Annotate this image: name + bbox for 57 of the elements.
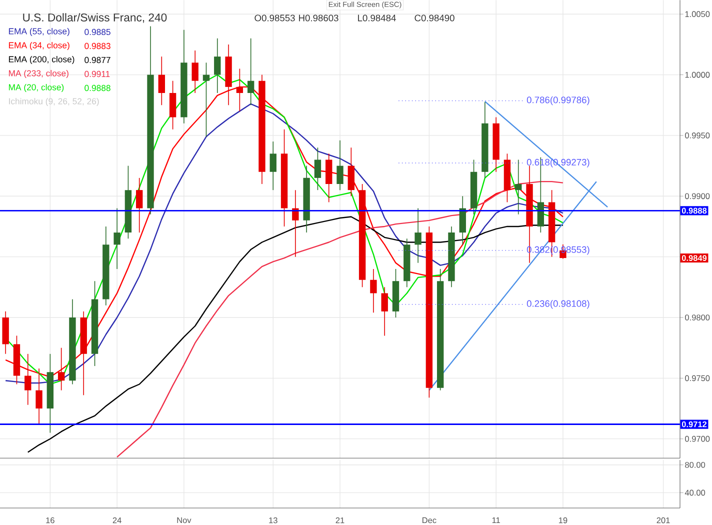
y-tick-label: 0.9900 [685, 193, 710, 200]
text: EMA (200, close) [8, 56, 74, 64]
annotation: 0.9883 [84, 42, 110, 50]
text: MA (233, close) [8, 70, 68, 78]
candlestick [336, 140, 344, 190]
y-tick-label: 1.0050 [685, 11, 710, 18]
x-tick-label: 21 [336, 517, 344, 524]
candlestick [136, 178, 143, 233]
text: MA (20, close) [8, 84, 64, 92]
candlestick [515, 159, 522, 215]
annotation: O0.98553 [254, 14, 295, 22]
annotation: 0.9885 [84, 28, 110, 36]
candlestick [36, 368, 42, 425]
y-tick-label: 40.00 [684, 490, 706, 496]
text: EMA (34, close) [8, 42, 70, 50]
x-tick-label: 11 [492, 517, 500, 524]
candlestick [158, 56, 165, 106]
candlestick [114, 208, 120, 270]
x-tick-label: Dec [422, 517, 436, 524]
annotation: 0.9911 [84, 70, 110, 78]
y-tick-label: 80.00 [685, 462, 706, 468]
candlestick [381, 286, 388, 336]
y-tick-label: 0.9750 [685, 375, 710, 382]
ref-line-label: 0.786(0.99786) [526, 96, 590, 106]
y-tick-label: 1.0000 [685, 72, 710, 78]
ref-line-label: 0.236(0.98108) [526, 300, 590, 309]
y-tick-label: 0.9700 [685, 436, 710, 442]
x-tick-label: 24 [112, 517, 122, 524]
x-tick-label: 16 [46, 517, 54, 524]
text: 0.9849 [682, 255, 707, 261]
candlestick [314, 147, 322, 190]
ref-line-label: 0.9888 [682, 208, 707, 214]
candlestick [247, 38, 254, 106]
ref-line-label: 0.9712 [682, 421, 707, 428]
x-tick-label: Nov [177, 517, 192, 524]
annotation: C0.98490 [414, 14, 454, 22]
candlestick [58, 347, 65, 391]
candlestick [370, 268, 377, 314]
annotation: 0.9888 [84, 84, 110, 92]
text: U.S. Dollar/Swiss Franc, 240 [23, 13, 167, 23]
text: EMA (55, close) [8, 28, 70, 36]
candlestick [414, 208, 422, 264]
annotation: L0.98484 [358, 14, 396, 22]
candlestick [292, 190, 299, 258]
x-tick-label: 13 [269, 517, 278, 524]
candlestick [202, 62, 210, 138]
candlestick [214, 38, 221, 94]
annotation: H0.98603 [299, 14, 338, 22]
annotation: 0.9877 [84, 56, 110, 64]
candlestick [24, 354, 32, 406]
candlestick [236, 68, 244, 112]
x-tick-label: 19 [558, 517, 568, 524]
x-tick-label: 201 [656, 517, 670, 524]
candlestick [270, 141, 276, 190]
y-tick-label: 0.9800 [685, 314, 710, 320]
y-tick-label: 0.9950 [685, 132, 710, 138]
candlestick [192, 50, 198, 94]
